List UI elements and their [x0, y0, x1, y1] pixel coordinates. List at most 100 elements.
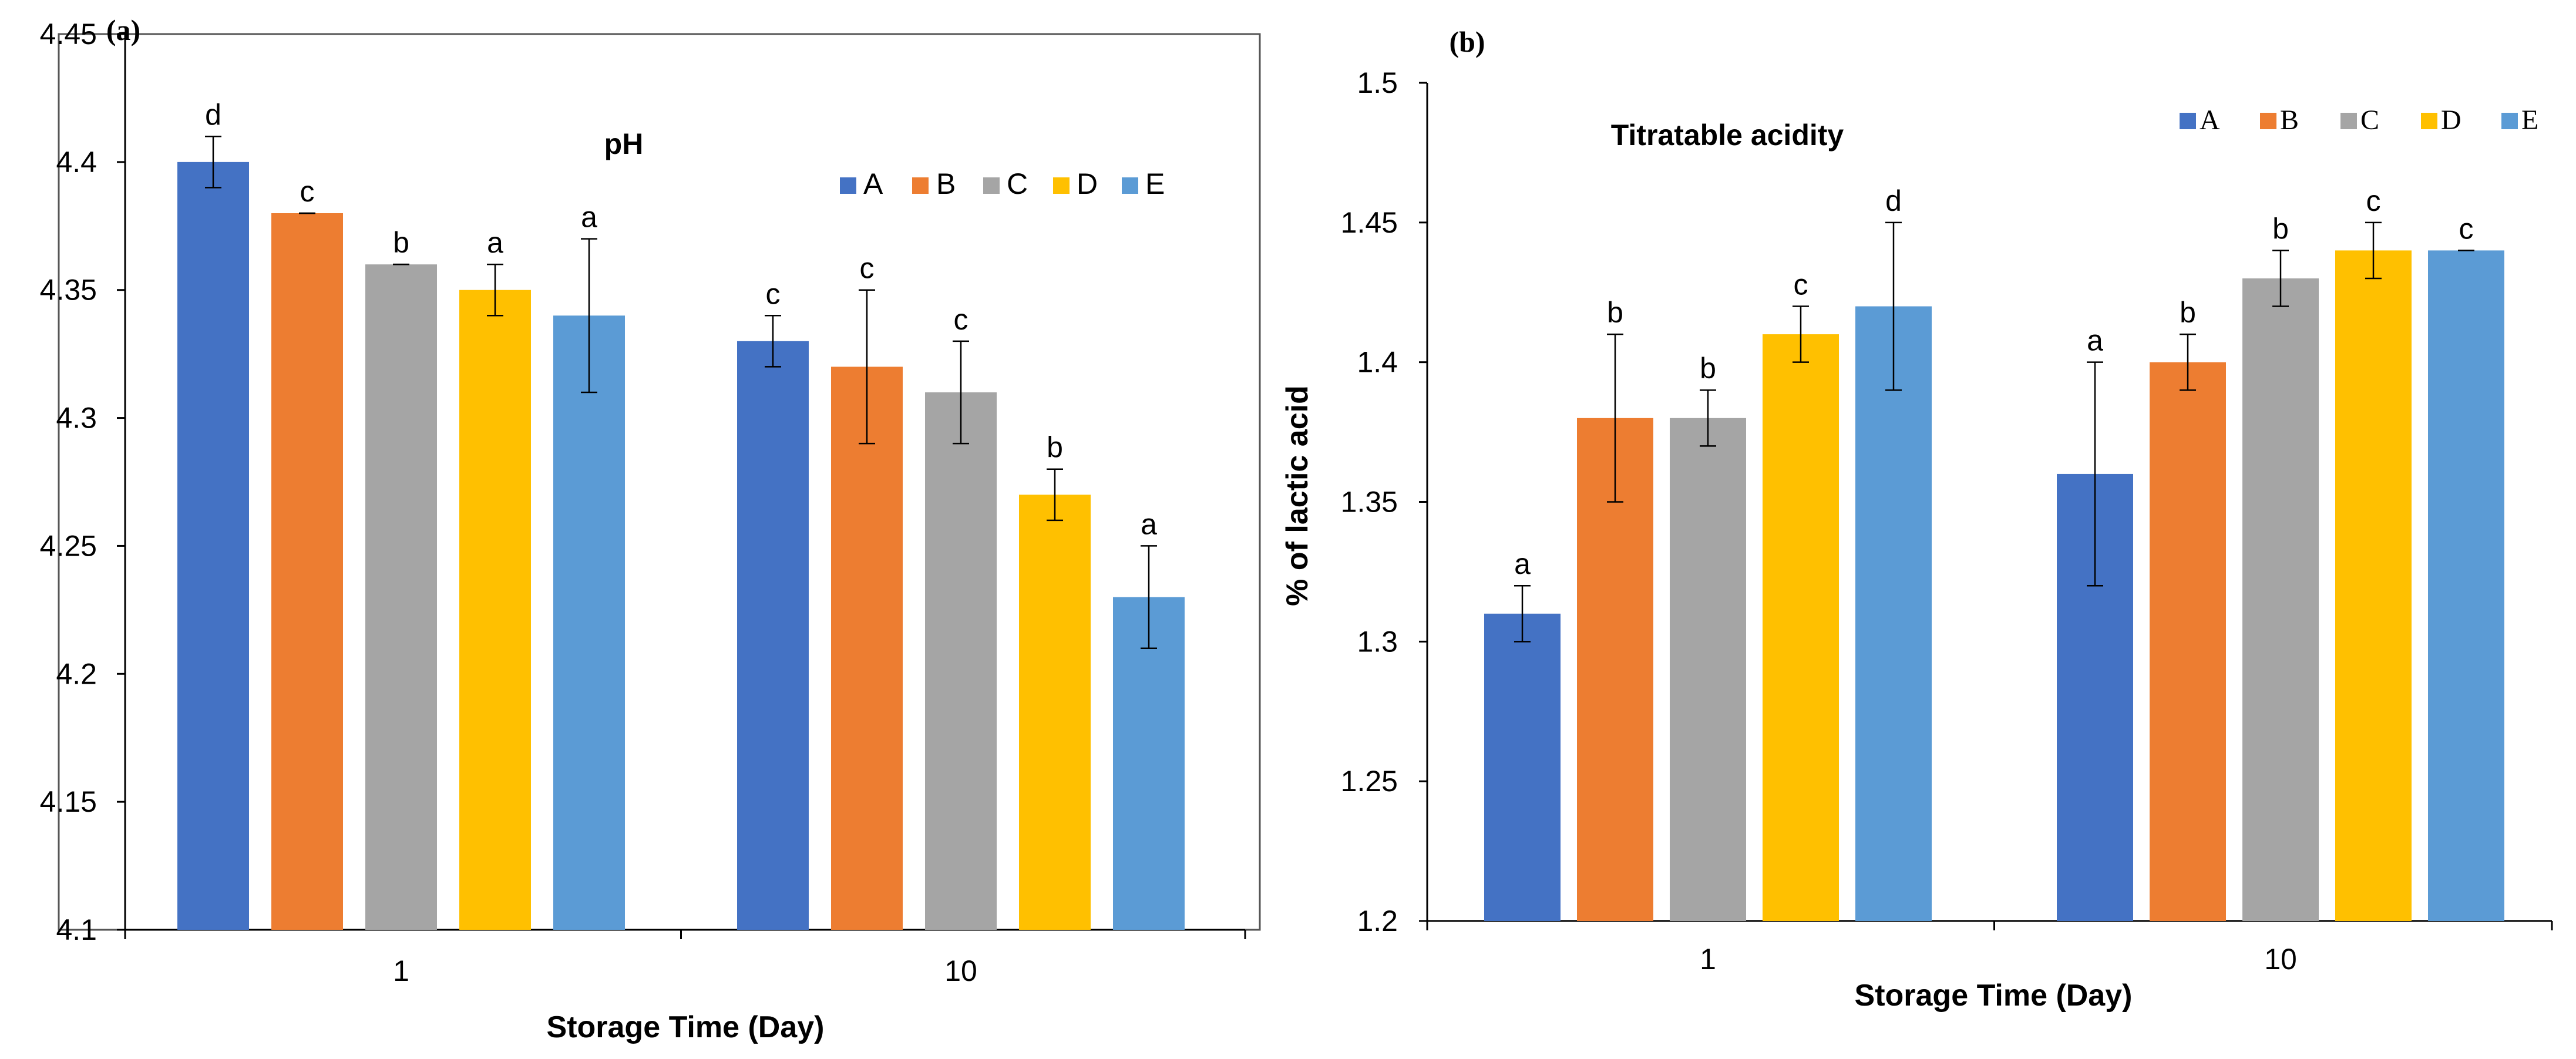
y-tick-label: 1.45 — [1341, 206, 1398, 239]
error-bar-A-1 — [1514, 584, 1531, 643]
y-tick-label: 1.35 — [1341, 486, 1398, 519]
panel-b-marks: 1.2 1.25 1.3 1.35 1.4 1.45 1.5 1 10 a a b b b b c c d c A B C… — [1341, 66, 2553, 976]
significance-label: d — [205, 98, 221, 131]
legend-swatch-C — [2340, 113, 2357, 129]
legend-label-B: B — [2280, 105, 2299, 136]
legend: A B C D E — [840, 167, 1165, 200]
significance-label: c — [2366, 184, 2381, 217]
significance-label: a — [1514, 547, 1531, 580]
legend-label-D: D — [1077, 167, 1098, 200]
significance-label: c — [766, 277, 781, 310]
significance-label: b — [393, 226, 409, 259]
bar-B-10 — [2150, 362, 2226, 921]
panel-a-marks: 4.1 4.15 4.2 4.25 4.3 4.35 4.4 4.45 1 10 d c c c b c a b a… — [40, 18, 1246, 987]
error-bar-B-1 — [1607, 333, 1623, 503]
legend: A B C D E — [2180, 105, 2538, 136]
significance-label: b — [2272, 212, 2289, 245]
y-tick-label: 4.45 — [40, 18, 97, 51]
legend-swatch-E — [2501, 113, 2518, 129]
error-bar-E-10 — [1141, 545, 1157, 649]
legend-label-B: B — [936, 167, 956, 200]
error-bar-E-1 — [581, 238, 597, 394]
bar-C-10 — [2242, 278, 2319, 921]
error-bar-C-10 — [953, 340, 969, 445]
panel-a-label: (a) — [106, 14, 140, 46]
significance-label: a — [487, 226, 503, 259]
bar-A-10 — [737, 341, 809, 930]
bar-C-1 — [1670, 418, 1746, 921]
y-tick-label: 4.35 — [40, 274, 97, 307]
panel-a: (a) pH Storage Time (Day) 4.1 4.15 4.2 4.25… — [40, 14, 1261, 1044]
legend-swatch-E — [1122, 177, 1138, 194]
legend-label-A: A — [2200, 105, 2220, 136]
y-tick-label: 4.2 — [56, 657, 97, 690]
y-tick-label: 4.4 — [56, 146, 97, 179]
bar-B-10 — [831, 367, 903, 930]
legend-swatch-A — [840, 177, 856, 194]
bar-E-1 — [1855, 306, 1932, 921]
bar-D-10 — [1019, 495, 1091, 930]
significance-label: c — [954, 303, 968, 336]
y-tick-label: 4.3 — [56, 402, 97, 435]
bar-B-1 — [271, 213, 343, 930]
y-tick-label: 1.3 — [1357, 625, 1398, 658]
error-bar-B-10 — [859, 289, 875, 445]
significance-label: a — [2087, 324, 2103, 357]
significance-label: b — [2180, 296, 2196, 329]
legend-swatch-A — [2180, 113, 2196, 129]
significance-label: d — [1885, 184, 1902, 217]
bar-C-10 — [925, 392, 997, 930]
y-tick-label: 4.25 — [40, 529, 97, 562]
legend-label-D: D — [2441, 105, 2461, 136]
x-tick-label: 10 — [2264, 943, 2297, 976]
bar-D-1 — [459, 290, 531, 930]
panel-b: (b) Titratable acidity Storage Time (Day… — [1280, 25, 2553, 1013]
bar-E-10 — [2428, 250, 2504, 921]
legend-label-C: C — [1007, 167, 1028, 200]
significance-label: c — [860, 252, 875, 285]
legend-label-E: E — [1145, 167, 1165, 200]
bar-E-10 — [1113, 597, 1185, 930]
error-bar-C-1 — [1700, 389, 1716, 447]
error-bar-A-10 — [2087, 361, 2103, 587]
panel-b-x-axis-title: Storage Time (Day) — [1855, 979, 2133, 1013]
legend-swatch-B — [912, 177, 929, 194]
significance-label: c — [1794, 268, 1808, 301]
bar-D-1 — [1763, 334, 1839, 921]
error-bar-D-1 — [1793, 305, 1809, 363]
significance-label: b — [1700, 352, 1716, 385]
y-tick-label: 1.5 — [1357, 66, 1398, 99]
x-tick-label: 10 — [944, 954, 977, 987]
legend-swatch-C — [983, 177, 1000, 194]
error-bar-D-10 — [2365, 221, 2382, 280]
error-bar-B-10 — [2180, 333, 2196, 391]
y-tick-label: 1.25 — [1341, 765, 1398, 798]
significance-label: a — [1141, 507, 1157, 540]
significance-label: c — [2459, 212, 2474, 245]
panel-b-y-axis-title: % of lactic acid — [1280, 385, 1314, 606]
panel-b-label: (b) — [1449, 25, 1485, 58]
error-bar-C-10 — [2272, 250, 2289, 307]
error-bar-A-1 — [205, 136, 221, 189]
significance-label: a — [581, 201, 597, 234]
bar-A-1 — [1484, 613, 1561, 921]
legend-swatch-B — [2260, 113, 2276, 129]
bar-A-1 — [177, 162, 249, 930]
error-bar-D-10 — [1047, 468, 1063, 522]
y-tick-label: 4.1 — [56, 913, 97, 946]
legend-swatch-D — [1053, 177, 1070, 194]
legend-label-E: E — [2521, 105, 2538, 136]
significance-label: b — [1047, 431, 1063, 464]
legend-label-A: A — [863, 167, 883, 200]
panel-a-x-axis-title: Storage Time (Day) — [547, 1010, 825, 1044]
significance-label: c — [300, 175, 315, 208]
legend-swatch-D — [2421, 113, 2437, 129]
y-tick-label: 1.4 — [1357, 346, 1398, 379]
bar-D-10 — [2335, 250, 2412, 921]
legend-label-C: C — [2360, 105, 2379, 136]
y-tick-label: 4.15 — [40, 785, 97, 818]
bar-C-1 — [365, 264, 437, 930]
error-bar-D-1 — [487, 263, 503, 317]
panel-a-title: pH — [604, 127, 644, 160]
